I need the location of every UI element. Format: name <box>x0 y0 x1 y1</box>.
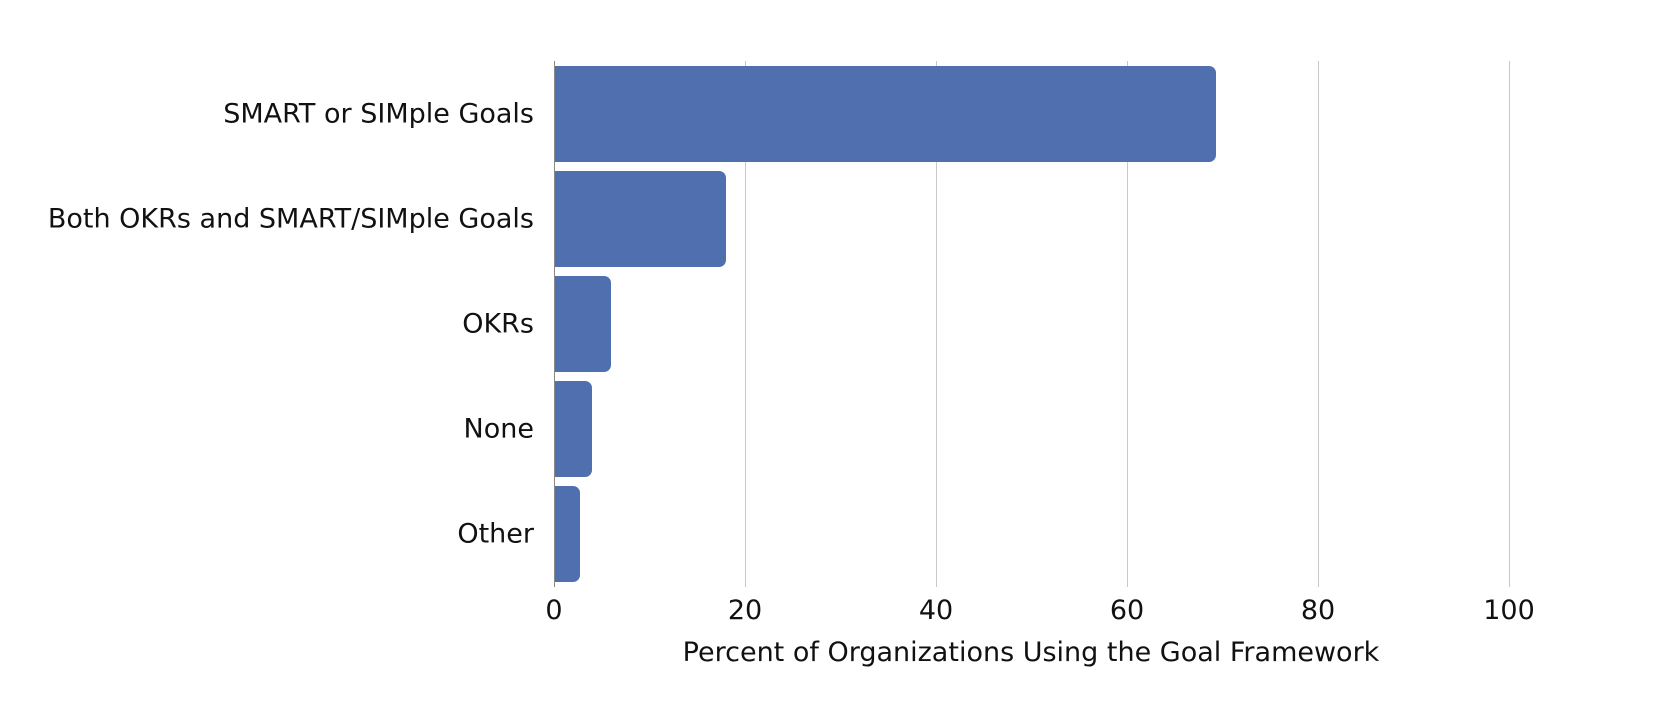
x-tick-label: 60 <box>1109 595 1145 626</box>
bar <box>554 171 726 267</box>
gridline <box>1318 61 1319 587</box>
bar <box>554 486 580 582</box>
gridline <box>1127 61 1128 587</box>
x-tick-label: 20 <box>727 595 763 626</box>
x-tick-label: 100 <box>1483 595 1535 626</box>
category-label: None <box>463 413 534 445</box>
gridline <box>745 61 746 587</box>
category-label: OKRs <box>462 308 534 340</box>
y-axis-line <box>554 61 555 587</box>
x-tick-label: 80 <box>1300 595 1336 626</box>
category-label: SMART or SIMple Goals <box>223 98 534 130</box>
gridline <box>936 61 937 587</box>
category-label: Both OKRs and SMART/SIMple Goals <box>47 203 534 235</box>
x-axis-label: Percent of Organizations Using the Goal … <box>682 637 1380 668</box>
bar <box>554 276 611 372</box>
bar <box>554 381 592 477</box>
x-tick-label: 0 <box>545 595 563 626</box>
category-label: Other <box>457 518 534 550</box>
bar <box>554 66 1216 162</box>
x-tick-label: 40 <box>918 595 954 626</box>
gridline <box>1509 61 1510 587</box>
